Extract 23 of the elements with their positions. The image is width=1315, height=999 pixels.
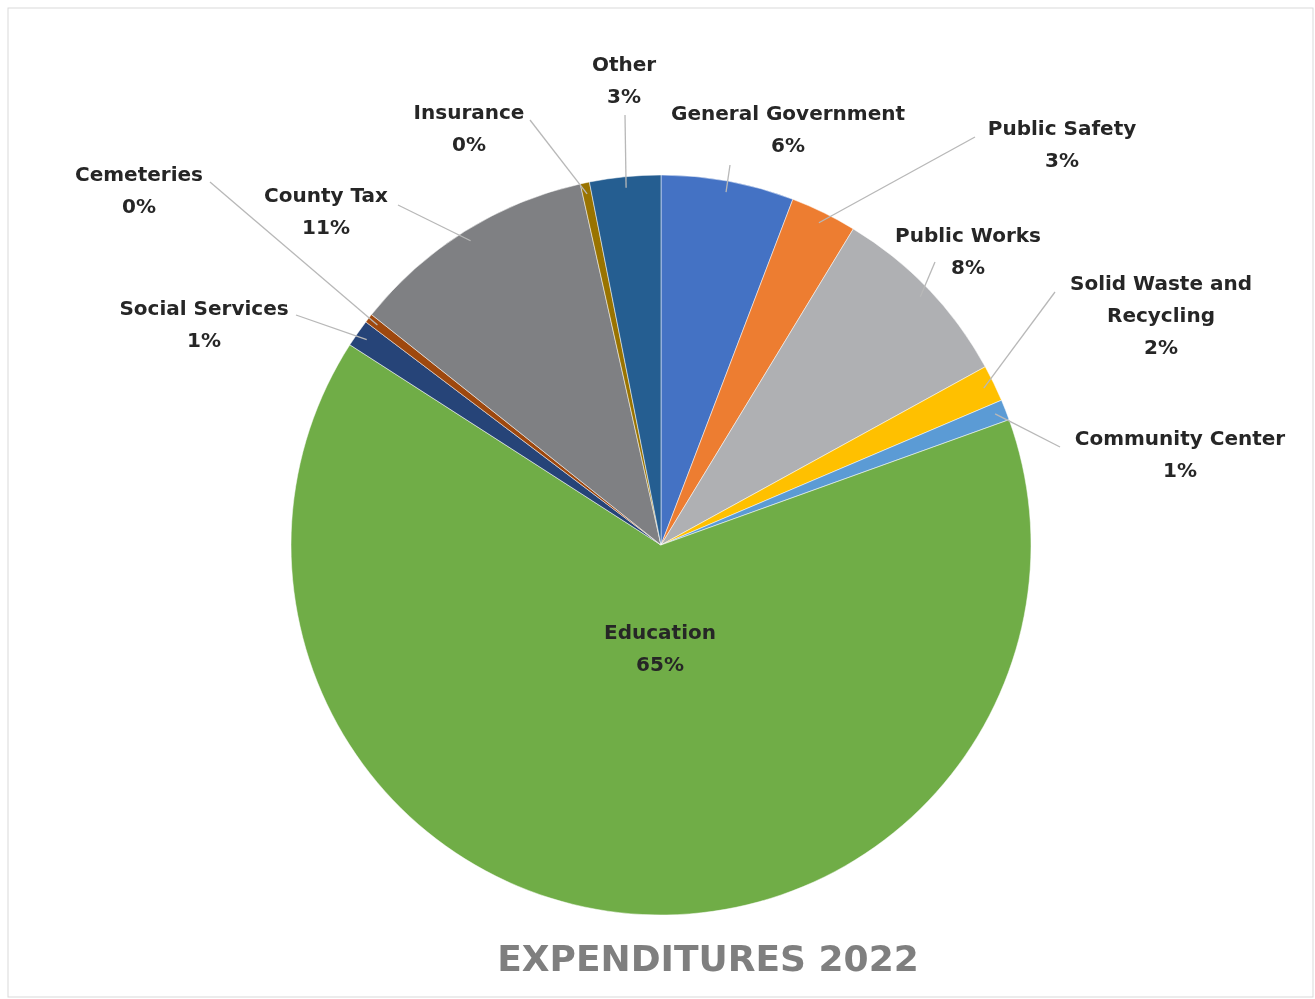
slice-label: County Tax bbox=[264, 183, 389, 207]
slice-label: General Government bbox=[670, 101, 906, 125]
data-label: 1% bbox=[1163, 458, 1197, 482]
slice-label: Public Works bbox=[895, 223, 1041, 247]
data-label: 3% bbox=[1045, 148, 1079, 172]
slice-label: Solid Waste and Recycling bbox=[1069, 271, 1253, 327]
slice-label: Education bbox=[604, 620, 716, 644]
text: EXPENDITURES 2022 bbox=[497, 937, 919, 979]
data-label: 0% bbox=[452, 132, 486, 156]
slice-label: Social Services bbox=[119, 296, 289, 320]
slice-label: Community Center bbox=[1074, 426, 1286, 450]
data-label: 11% bbox=[302, 215, 350, 239]
data-label: 3% bbox=[607, 84, 641, 108]
data-label: 2% bbox=[1144, 335, 1178, 359]
data-label: 8% bbox=[951, 255, 985, 279]
data-label: 6% bbox=[771, 133, 805, 157]
data-label: 65% bbox=[636, 652, 684, 676]
slice-label: Other bbox=[591, 52, 657, 76]
data-label: 1% bbox=[187, 328, 221, 352]
slice-label: Cemeteries bbox=[75, 162, 203, 186]
data-label: 0% bbox=[122, 194, 156, 218]
slice-label: Public Safety bbox=[987, 116, 1137, 140]
slice-label: Insurance bbox=[413, 100, 525, 124]
